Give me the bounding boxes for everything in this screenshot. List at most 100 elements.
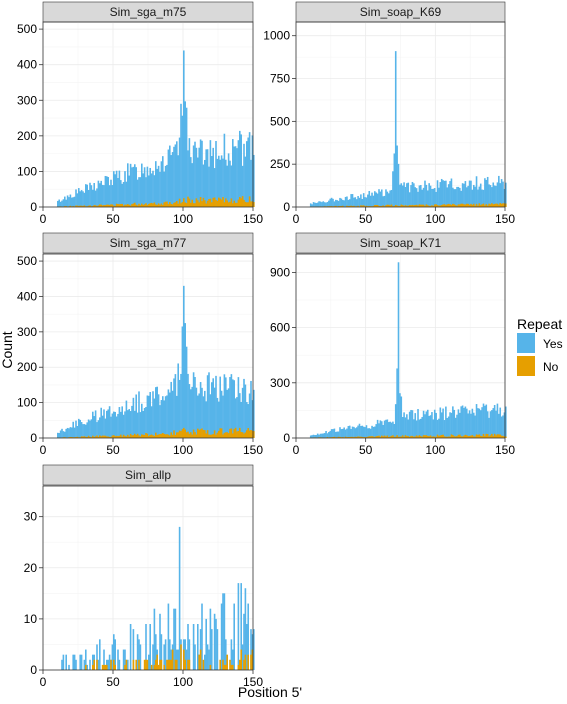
bar-yes bbox=[486, 411, 489, 438]
bar-yes bbox=[346, 196, 348, 207]
bar-no bbox=[496, 203, 499, 207]
bar-no bbox=[152, 435, 154, 438]
bar-yes bbox=[208, 649, 210, 670]
bar-no bbox=[163, 202, 165, 207]
bar-yes bbox=[195, 147, 198, 207]
bar-yes bbox=[213, 387, 216, 438]
bar-yes bbox=[94, 190, 97, 207]
bar-yes bbox=[355, 199, 358, 207]
bar-no bbox=[152, 203, 154, 207]
bar-no bbox=[100, 204, 102, 207]
bar-yes bbox=[145, 177, 147, 207]
bar-yes bbox=[159, 613, 161, 670]
bar-no bbox=[420, 204, 422, 207]
bar-no bbox=[401, 205, 404, 207]
bar-yes bbox=[219, 159, 221, 207]
panel-border bbox=[42, 253, 254, 439]
bar-yes bbox=[333, 201, 336, 207]
bar-no bbox=[111, 204, 114, 207]
panel-strip bbox=[42, 232, 254, 254]
bar-yes bbox=[457, 186, 460, 207]
bar-yes bbox=[243, 378, 245, 438]
bar-yes bbox=[156, 386, 158, 438]
bar-yes bbox=[169, 639, 171, 670]
bar-yes bbox=[326, 202, 329, 207]
bar-no bbox=[94, 436, 97, 438]
bar-no bbox=[167, 204, 170, 207]
bar-no bbox=[103, 435, 105, 438]
bar-yes bbox=[58, 432, 60, 438]
bar-yes bbox=[407, 419, 410, 438]
bar-yes bbox=[311, 435, 313, 438]
bar-yes bbox=[362, 426, 365, 438]
bar-no bbox=[160, 659, 163, 670]
bar-yes bbox=[121, 406, 123, 438]
bar-yes bbox=[318, 201, 320, 207]
bar-no bbox=[170, 659, 172, 670]
bar-yes bbox=[208, 372, 210, 438]
y-axis-ticks: 0 250 500 750 1000 bbox=[263, 29, 296, 214]
bar-no bbox=[393, 206, 396, 207]
bar-yes bbox=[155, 634, 157, 670]
bar-yes bbox=[146, 166, 149, 207]
bar-yes bbox=[237, 583, 240, 670]
bar-no bbox=[500, 435, 503, 438]
bar-yes bbox=[247, 137, 249, 207]
panel-border bbox=[295, 21, 506, 208]
bar-yes bbox=[500, 416, 503, 438]
bar-yes bbox=[339, 197, 341, 207]
bar-yes bbox=[330, 429, 333, 438]
bar-yes bbox=[318, 434, 320, 438]
y-tick-label: 300 bbox=[17, 325, 37, 339]
bar-no bbox=[92, 206, 94, 207]
x-tick-label: 150 bbox=[243, 443, 263, 457]
y-axis-title: Count bbox=[0, 331, 15, 368]
bar-no bbox=[114, 664, 116, 670]
bar-no bbox=[250, 654, 252, 670]
bar-yes bbox=[66, 195, 69, 207]
bar-yes bbox=[360, 194, 362, 207]
bar-no bbox=[232, 664, 234, 670]
bar-yes bbox=[408, 411, 411, 438]
bar-no bbox=[461, 436, 464, 438]
bar-yes bbox=[127, 163, 129, 207]
bar-yes bbox=[332, 198, 334, 207]
bar-no bbox=[467, 203, 469, 207]
bar-yes bbox=[348, 425, 351, 438]
bar-yes bbox=[103, 185, 105, 207]
bar-yes bbox=[414, 413, 417, 438]
bar-no bbox=[449, 204, 451, 207]
bar-yes bbox=[347, 426, 350, 438]
bar-yes bbox=[118, 659, 121, 670]
bar-no bbox=[159, 659, 161, 670]
bar-no bbox=[223, 664, 226, 670]
bar-no bbox=[146, 205, 149, 207]
bar-yes bbox=[157, 394, 160, 438]
y-tick-label: 100 bbox=[17, 396, 37, 410]
bar-no bbox=[101, 664, 104, 670]
bar-no bbox=[485, 433, 488, 438]
bar-yes bbox=[239, 130, 241, 207]
bar-yes bbox=[142, 411, 144, 438]
bar-yes bbox=[218, 401, 220, 438]
bar-no bbox=[232, 203, 234, 207]
bar-yes bbox=[379, 191, 382, 207]
bar-yes bbox=[389, 421, 391, 438]
y-tick-label: 400 bbox=[17, 58, 37, 72]
bar-yes bbox=[97, 420, 100, 438]
bar-no bbox=[350, 205, 352, 207]
bar-no bbox=[253, 431, 255, 438]
series-yes-bars bbox=[309, 262, 507, 438]
bar-no bbox=[425, 204, 428, 207]
bar-yes bbox=[177, 649, 179, 670]
bar-yes bbox=[343, 200, 345, 207]
bar-yes bbox=[136, 634, 139, 670]
bar-yes bbox=[171, 152, 174, 207]
bar-no bbox=[209, 664, 212, 670]
bar-yes bbox=[138, 639, 140, 670]
bar-no bbox=[482, 433, 485, 438]
bar-no bbox=[93, 659, 95, 670]
bar-no bbox=[459, 434, 461, 438]
bar-yes bbox=[493, 185, 496, 207]
bar-no bbox=[431, 205, 433, 207]
